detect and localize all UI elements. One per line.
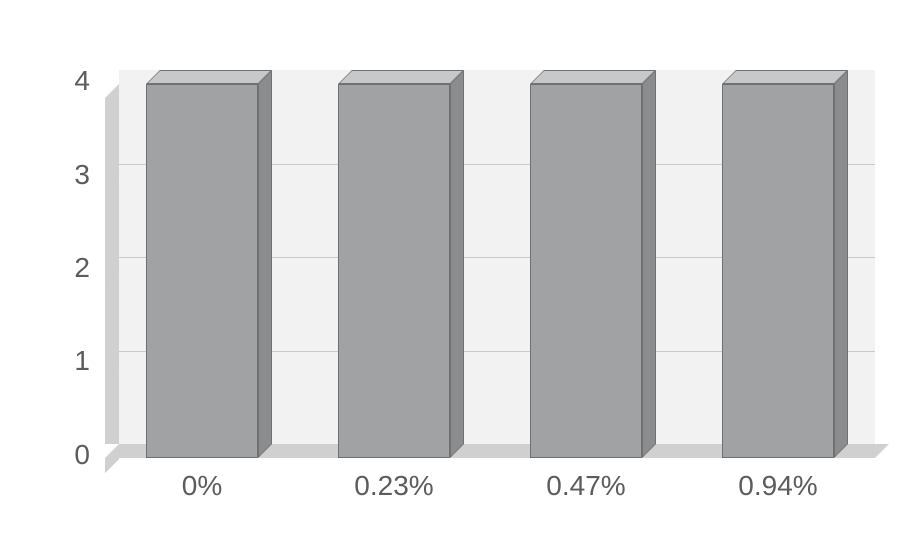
bar bbox=[338, 70, 464, 458]
bar-side-face bbox=[642, 70, 656, 458]
x-axis-tick-label: 0% bbox=[116, 470, 288, 502]
bar bbox=[530, 70, 656, 458]
bar bbox=[722, 70, 848, 458]
bar bbox=[146, 70, 272, 458]
bar-front-face bbox=[530, 84, 642, 458]
y-axis-tick-label: 0 bbox=[35, 439, 90, 471]
bar-side-face bbox=[834, 70, 848, 458]
bar-side-face bbox=[450, 70, 464, 458]
x-axis-tick-label: 0.94% bbox=[692, 470, 864, 502]
bar-front-face bbox=[146, 84, 258, 458]
bar-top-face bbox=[338, 70, 464, 84]
bar-top-face bbox=[146, 70, 272, 84]
x-axis-tick-label: 0.23% bbox=[308, 470, 480, 502]
y-axis-tick-label: 3 bbox=[35, 159, 90, 191]
y-axis-tick-label: 2 bbox=[35, 252, 90, 284]
grid-band-depth bbox=[105, 271, 119, 379]
x-axis-tick-label: 0.47% bbox=[500, 470, 672, 502]
grid-band-depth bbox=[105, 84, 119, 192]
plot-area bbox=[105, 28, 875, 458]
bar-front-face bbox=[722, 84, 834, 458]
bar-front-face bbox=[338, 84, 450, 458]
bar-top-face bbox=[722, 70, 848, 84]
y-axis-tick-label: 4 bbox=[35, 65, 90, 97]
y-axis-tick-label: 1 bbox=[35, 345, 90, 377]
bar-top-face bbox=[530, 70, 656, 84]
bar-side-face bbox=[258, 70, 272, 458]
grid-band-depth bbox=[105, 178, 119, 286]
bar-chart: 0 1 2 3 4 0% 0.23% 0.47% 0.94% bbox=[0, 0, 900, 550]
